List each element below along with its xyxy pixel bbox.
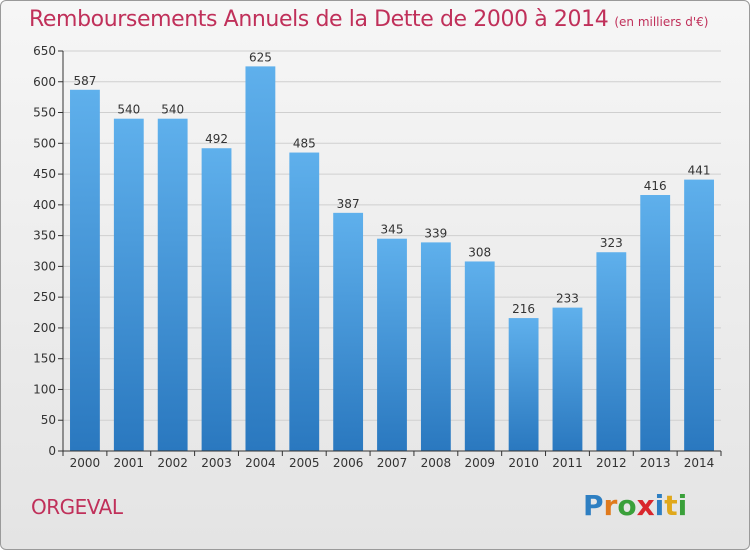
bar-value-label: 492 [205,132,228,146]
bar-value-label: 540 [161,103,184,117]
x-tick-label: 2007 [377,456,408,470]
x-tick-label: 2009 [464,456,495,470]
bar-value-label: 345 [381,223,404,237]
x-tick-label: 2013 [640,456,671,470]
bar-value-label: 323 [600,236,623,250]
bar-value-label: 587 [73,74,96,88]
x-tick-label: 2014 [684,456,715,470]
bar-value-label: 540 [117,103,140,117]
bar-value-label: 339 [424,226,447,240]
y-tick-label: 600 [33,75,56,89]
bar [289,152,320,452]
bar [684,179,714,451]
y-tick-label: 0 [48,444,56,458]
bar-value-label: 416 [644,179,667,193]
bar [333,212,364,451]
y-tick-label: 300 [33,259,56,273]
bar [420,242,451,451]
logo-letter: i [654,489,665,522]
x-tick-label: 2010 [508,456,539,470]
bar [596,252,627,451]
bars [70,66,714,452]
x-tick-label: 2005 [289,456,320,470]
y-tick-label: 450 [33,167,56,181]
x-tick-label: 2004 [245,456,276,470]
x-tick-label: 2006 [333,456,364,470]
y-tick-label: 400 [33,198,56,212]
y-tick-label: 100 [33,382,56,396]
bar-value-label: 625 [249,50,272,64]
x-tick-label: 2012 [596,456,627,470]
x-tick-label: 2008 [421,456,452,470]
bar [113,118,144,451]
y-tick-label: 150 [33,352,56,366]
chart-unit-note: (en milliers d'€) [614,15,709,29]
chart-title-text: Remboursements Annuels de la Dette de 20… [29,7,609,32]
y-tick-label: 250 [33,290,56,304]
x-tick-label: 2002 [157,456,188,470]
y-tick-label: 550 [33,106,56,120]
logo-letter: P [583,489,604,522]
bar [464,261,495,451]
proxiti-logo: Proxiti [583,489,687,522]
x-tick-label: 2011 [552,456,583,470]
y-tick-label: 200 [33,321,56,335]
x-tick-label: 2000 [70,456,101,470]
bar [640,195,671,451]
bar [245,66,276,451]
y-tick-label: 350 [33,229,56,243]
bar [508,318,539,451]
logo-letter: i [677,489,688,522]
logo-letter: x [636,489,655,522]
bar [201,148,232,451]
logo-letter: r [603,489,618,522]
bar [70,89,100,452]
y-tick-label: 50 [41,413,56,427]
y-tick-label: 500 [33,136,56,150]
bar [552,307,583,451]
x-axis-ticks: 2000 2001 2002 2003 2004 2005 2006 2007 2008 2009… [62,451,722,470]
x-tick-label: 2001 [114,456,145,470]
logo-letter: o [617,489,637,522]
bar-value-label: 387 [337,197,360,211]
bar-value-label: 308 [468,245,491,259]
value-labels: 587 540 540 492 625 485 387 345 339 308 216 233 323 4… [73,50,710,316]
bar-value-label: 216 [512,302,535,316]
bar [377,238,407,451]
y-tick-label: 650 [33,44,56,58]
bar [157,118,188,451]
bar-value-label: 441 [688,164,711,178]
y-axis-ticks: 0 50 100 150 200 250 300 350 400 450 500 550 600 650 [33,44,63,458]
bar-value-label: 233 [556,292,579,306]
x-tick-label: 2003 [201,456,232,470]
chart-title: Remboursements Annuels de la Dette de 20… [29,7,708,32]
logo-letter: t [664,489,678,522]
city-name: ORGEVAL [31,495,123,519]
bar-value-label: 485 [293,137,316,151]
